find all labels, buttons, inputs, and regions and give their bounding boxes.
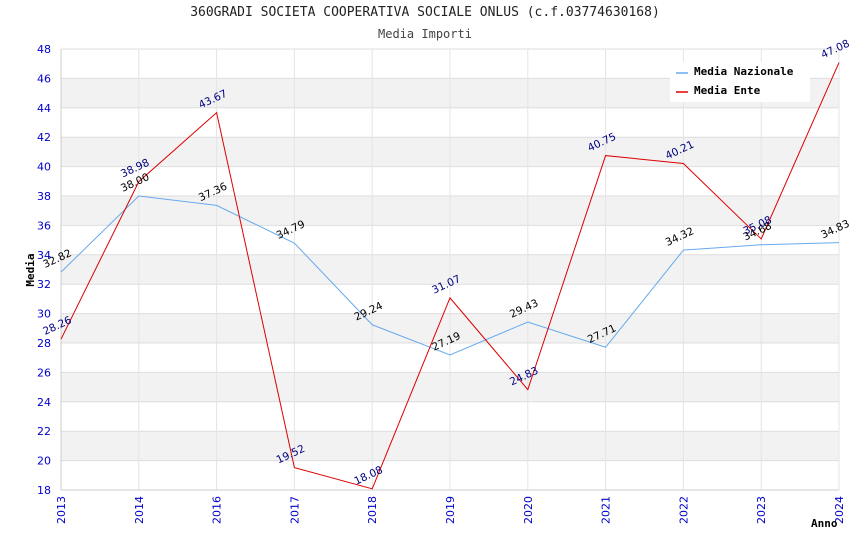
y-tick-label: 18: [37, 484, 51, 497]
y-axis-title: Media: [24, 253, 37, 286]
x-tick-label: 2020: [522, 496, 535, 524]
y-tick-label: 22: [37, 425, 51, 438]
series-lines: [60, 62, 840, 490]
y-tick-label: 36: [37, 219, 51, 232]
x-tick-label: 2022: [677, 496, 690, 524]
y-tick-label: 46: [37, 72, 51, 85]
y-tick-label: 34: [37, 249, 51, 262]
x-tick-label: 2024: [833, 496, 846, 524]
data-label: 34.32: [664, 225, 696, 249]
x-tick-label: 2013: [55, 496, 68, 524]
legend-box: [670, 62, 810, 102]
y-tick-label: 42: [37, 131, 51, 144]
y-tick-label: 24: [37, 396, 51, 409]
x-tick-label: 2014: [133, 496, 146, 524]
y-tick-label: 20: [37, 455, 51, 468]
x-axis-title: Anno: [811, 517, 838, 530]
y-tick-label: 44: [37, 102, 51, 115]
chart-subtitle: Media Importi: [378, 27, 472, 41]
legend-label-nazionale: Media Nazionale: [694, 65, 794, 78]
x-tick-label: 2023: [755, 496, 768, 524]
y-tick-label: 40: [37, 161, 51, 174]
x-tick-label: 2017: [288, 496, 301, 524]
data-label: 47.08: [819, 38, 850, 62]
y-axis-ticks: 18 20 22 24 26 28 30 32 34 36 38 40 42 44 46 48: [37, 43, 51, 497]
legend: Media Nazionale Media Ente: [670, 62, 810, 102]
chart-title: 360GRADI SOCIETA COOPERATIVA SOCIALE ONL…: [190, 5, 660, 20]
axes: [60, 49, 839, 491]
x-axis-ticks: 2013 2014 2016 2017 2018 2019 2020 2021 2022 2023…: [55, 496, 846, 524]
y-tick-label: 32: [37, 278, 51, 291]
y-tick-label: 26: [37, 366, 51, 379]
series-line-nazionale: [60, 195, 840, 356]
legend-label-ente: Media Ente: [694, 84, 761, 97]
x-tick-label: 2021: [600, 496, 613, 524]
series-line-ente: [60, 62, 840, 490]
x-tick-label: 2016: [211, 496, 224, 524]
x-tick-label: 2019: [444, 496, 457, 524]
y-tick-label: 38: [37, 190, 51, 203]
x-tick-label: 2018: [366, 496, 379, 524]
y-tick-label: 28: [37, 337, 51, 350]
y-tick-label: 48: [37, 43, 51, 56]
y-tick-label: 30: [37, 308, 51, 321]
data-label: 18.08: [352, 464, 384, 488]
